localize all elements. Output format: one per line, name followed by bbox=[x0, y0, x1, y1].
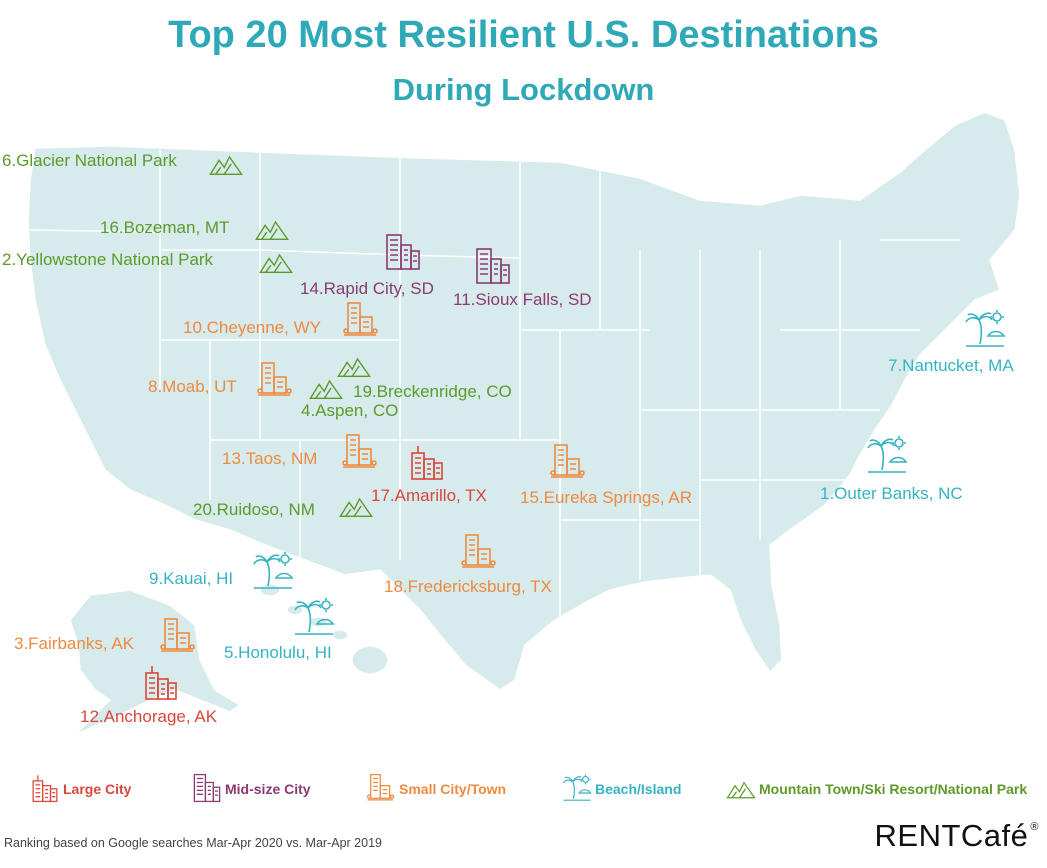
label-anchorage: 12.Anchorage, AK bbox=[80, 707, 218, 726]
legend-label-mountain: Mountain Town/Ski Resort/National Park bbox=[759, 781, 1028, 797]
small-city-icon bbox=[366, 773, 396, 805]
label-glacier: 6.Glacier National Park bbox=[2, 151, 177, 170]
bozeman-mountain-icon bbox=[252, 215, 292, 246]
mountain-icon bbox=[726, 773, 756, 805]
beach-icon bbox=[562, 773, 592, 805]
label-bozeman: 16.Bozeman, MT bbox=[100, 218, 230, 237]
label-fredericksburg: 18.Fredericksburg, TX bbox=[384, 577, 552, 596]
label-fairbanks: 3.Fairbanks, AK bbox=[14, 634, 135, 653]
ruidoso-mountain-icon bbox=[336, 492, 376, 523]
label-aspen: 4.Aspen, CO bbox=[301, 401, 399, 420]
eureka-springs-building-icon bbox=[549, 442, 587, 487]
legend-label-mid-size-city: Mid-size City bbox=[225, 781, 311, 797]
legend-small-city: Small City/Town bbox=[366, 772, 506, 806]
legend-label-large-city: Large City bbox=[63, 781, 132, 797]
label-taos: 13.Taos, NM bbox=[222, 449, 318, 468]
contiguous-us-shape bbox=[27, 111, 1021, 691]
label-yellowstone: 2.Yellowstone National Park bbox=[2, 250, 214, 269]
legend-label-small-city: Small City/Town bbox=[399, 781, 507, 797]
large-city-icon bbox=[30, 773, 60, 805]
page-title: Top 20 Most Resilient U.S. Destinations bbox=[168, 14, 879, 56]
fairbanks-building-icon bbox=[159, 616, 197, 661]
mid-size-city-icon bbox=[192, 773, 222, 805]
fredericksburg-building-icon bbox=[460, 532, 498, 577]
label-nantucket: 7.Nantucket, MA bbox=[888, 356, 1014, 375]
rapid-city-building-icon bbox=[384, 232, 422, 277]
anchorage-building-icon bbox=[142, 662, 180, 707]
glacier-mountain-icon bbox=[206, 150, 246, 181]
breckenridge-mountain-icon bbox=[334, 352, 374, 383]
state-borders bbox=[29, 150, 960, 620]
label-ruidoso: 20.Ruidoso, NM bbox=[193, 500, 315, 519]
page-subtitle: During Lockdown bbox=[392, 72, 655, 107]
label-breckenridge: 19.Breckenridge, CO bbox=[353, 382, 512, 401]
legend-label-beach-island: Beach/Island bbox=[595, 781, 682, 797]
label-moab: 8.Moab, UT bbox=[148, 377, 237, 396]
label-outer-banks: 1.Outer Banks, NC bbox=[820, 484, 963, 503]
nantucket-beach-icon bbox=[964, 310, 1006, 353]
amarillo-building-icon bbox=[408, 442, 446, 487]
sioux-falls-building-icon bbox=[474, 246, 512, 291]
brand-name: RENTCafé bbox=[874, 818, 1029, 853]
outer-banks-beach-icon bbox=[866, 436, 908, 479]
legend-mountain: Mountain Town/Ski Resort/National Park bbox=[726, 772, 1027, 806]
label-sioux-falls: 11.Sioux Falls, SD bbox=[453, 290, 592, 309]
label-cheyenne: 10.Cheyenne, WY bbox=[183, 318, 321, 337]
label-rapid-city: 14.Rapid City, SD bbox=[300, 279, 434, 298]
legend-beach-island: Beach/Island bbox=[562, 772, 681, 806]
kauai-beach-icon bbox=[252, 552, 294, 595]
label-honolulu: 5.Honolulu, HI bbox=[224, 643, 332, 662]
rentcafe-logo: RENTCafé ® bbox=[875, 818, 1039, 854]
legend-large-city: Large City bbox=[30, 772, 131, 806]
legend-mid-size-city: Mid-size City bbox=[192, 772, 311, 806]
brand-mark: ® bbox=[1030, 821, 1039, 833]
yellowstone-mountain-icon bbox=[256, 248, 296, 279]
alaska-shape bbox=[69, 589, 242, 736]
footnote: Ranking based on Google searches Mar-Apr… bbox=[4, 836, 382, 850]
aspen-mountain-icon bbox=[306, 374, 346, 405]
label-kauai: 9.Kauai, HI bbox=[149, 569, 234, 588]
moab-building-icon bbox=[256, 360, 294, 405]
label-eureka-springs: 15.Eureka Springs, AR bbox=[520, 488, 692, 507]
cheyenne-building-icon bbox=[342, 300, 380, 345]
taos-building-icon bbox=[341, 432, 379, 477]
honolulu-beach-icon bbox=[293, 598, 335, 641]
label-amarillo: 17.Amarillo, TX bbox=[371, 486, 487, 505]
